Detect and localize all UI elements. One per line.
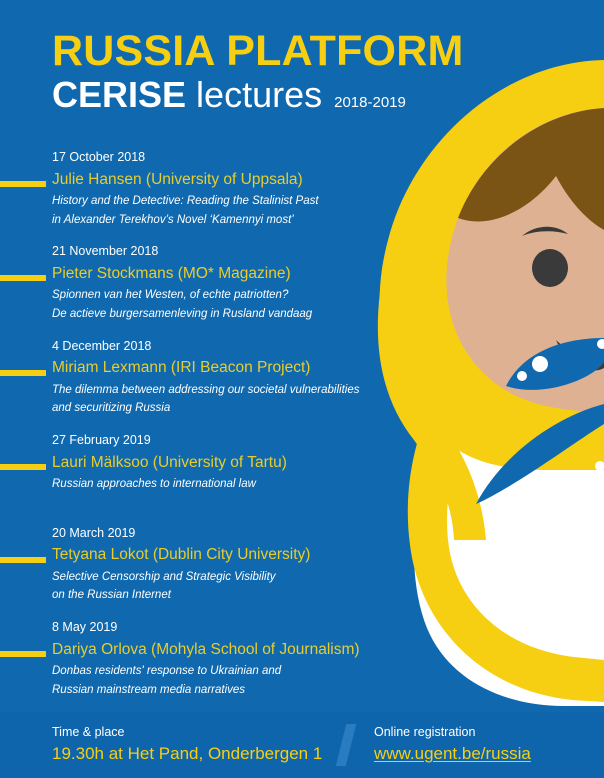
list-item[interactable]: 4 December 2018 Miriam Lexmann (IRI Beac… (0, 337, 420, 417)
lecture-speaker[interactable]: Julie Hansen (University of Uppsala) (52, 170, 303, 188)
time-place-label: Time & place (52, 725, 125, 739)
lecture-date: 20 March 2019 (52, 525, 136, 540)
doll-eyebrow (522, 226, 568, 236)
lecture-speaker[interactable]: Dariya Orlova (Mohyla School of Journali… (52, 640, 360, 658)
doll-eye (532, 249, 568, 287)
lecture-speaker[interactable]: Miriam Lexmann (IRI Beacon Project) (52, 359, 311, 377)
poster-footer: Time & place 19.30h at Het Pand, Onderbe… (0, 712, 604, 778)
registration-label: Online registration (374, 725, 476, 739)
doll-hair (458, 108, 604, 230)
poster-header: RUSSIA PLATFORM CERISE lectures 2018-201… (52, 30, 463, 113)
bullet-dash-icon (0, 369, 46, 376)
doll-apron (414, 400, 604, 706)
time-and-place-block: Time & place 19.30h at Het Pand, Onderbe… (52, 723, 322, 767)
list-item[interactable]: 27 February 2019 Lauri Mälksoo (Universi… (0, 431, 420, 493)
lecture-topic-line1: The dilemma between addressing our socie… (52, 383, 360, 396)
time-place-value: 19.30h at Het Pand, Onderbergen 1 (52, 744, 323, 764)
lecture-topic-line2: in Alexander Terekhov’s Novel ‘Kamennyi … (52, 213, 294, 226)
doll-body-band (407, 330, 604, 702)
bullet-dash-icon (0, 651, 46, 658)
doll-dot-1 (532, 356, 548, 372)
lecture-date: 8 May 2019 (52, 620, 118, 635)
subtitle-years: 2018-2019 (334, 94, 406, 111)
lecture-list: 17 October 2018 Julie Hansen (University… (0, 148, 420, 712)
lecture-topic-line1: History and the Detective: Reading the S… (52, 195, 319, 207)
registration-link[interactable]: www.ugent.be/russia (374, 744, 531, 764)
lecture-topic-line2: Russian mainstream media narratives (52, 683, 246, 696)
doll-face (446, 108, 604, 412)
doll-dot-2 (517, 371, 527, 381)
lecture-date: 27 February 2019 (52, 433, 151, 448)
doll-leaf-petal-lower (476, 404, 604, 504)
list-item[interactable]: 21 November 2018 Pieter Stockmans (MO* M… (0, 242, 420, 322)
subtitle-bold: CERISE (52, 74, 187, 115)
list-item[interactable]: 8 May 2019 Dariya Orlova (Mohyla School … (0, 618, 420, 698)
list-item[interactable]: 17 October 2018 Julie Hansen (University… (0, 148, 420, 228)
doll-dot-5 (595, 461, 604, 471)
page-title: RUSSIA PLATFORM (52, 27, 464, 75)
lecture-topic-line1: Selective Censorship and Strategic Visib… (52, 570, 276, 583)
lecture-speaker[interactable]: Lauri Mälksoo (University of Tartu) (52, 453, 287, 471)
bullet-dash-icon (0, 275, 46, 282)
doll-smile (556, 340, 604, 371)
lecture-topic-line2: on the Russian Internet (52, 589, 171, 602)
subtitle-light: lectures (186, 74, 323, 115)
lecture-topic-line1: Russian approaches to international law (52, 478, 256, 491)
doll-leaf-petal-upper (506, 338, 604, 390)
lecture-topic-line1: Donbas residents' response to Ukrainian … (52, 665, 282, 678)
lecture-topic-line2: De actieve burgersamenleving in Rusland … (52, 308, 313, 321)
lecture-topic-line2: and securitizing Russia (52, 402, 171, 415)
lecture-topic-line1: Spionnen van het Westen, of echte patrio… (52, 289, 289, 302)
divider-slash-icon (335, 724, 357, 766)
subtitle-row: CERISE lectures 2018-2019 (52, 77, 463, 113)
lecture-date: 4 December 2018 (52, 338, 152, 353)
bullet-dash-icon (0, 464, 46, 471)
doll-dot-3 (597, 339, 604, 349)
lecture-date: 21 November 2018 (52, 244, 159, 259)
list-item[interactable]: 20 March 2019 Tetyana Lokot (Dublin City… (0, 524, 420, 604)
lecture-speaker[interactable]: Pieter Stockmans (MO* Magazine) (52, 265, 291, 283)
bullet-dash-icon (0, 181, 46, 187)
registration-block: Online registration www.ugent.be/russia (374, 723, 531, 767)
bullet-dash-icon (0, 556, 46, 563)
lecture-speaker[interactable]: Tetyana Lokot (Dublin City University) (52, 546, 311, 564)
doll-dot-4 (574, 482, 590, 498)
lecture-date: 17 October 2018 (52, 150, 146, 164)
page-subtitle: CERISE lectures (52, 77, 322, 113)
